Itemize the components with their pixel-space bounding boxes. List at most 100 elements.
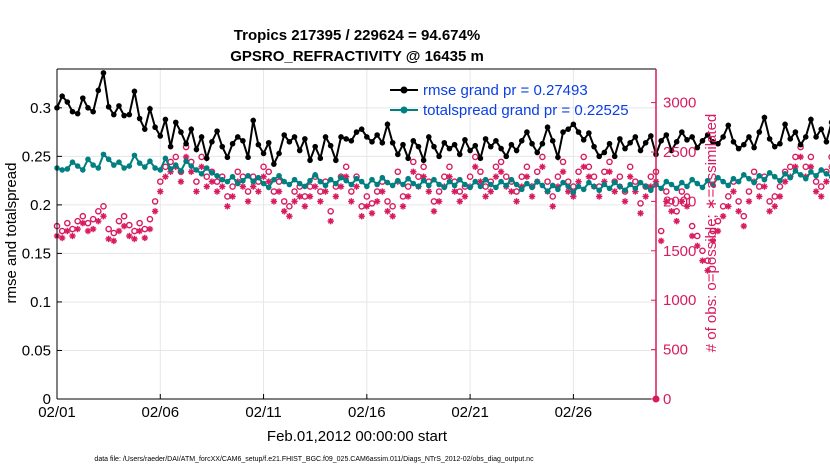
totalspread-point — [364, 183, 370, 190]
obs-assimilated-point — [58, 234, 66, 242]
obs-assimilated-point — [373, 198, 381, 205]
obs-assimilated-point — [198, 163, 205, 171]
obs-assimilated-point — [182, 153, 190, 161]
rmse-point — [255, 141, 262, 148]
totalspread-point — [85, 156, 91, 163]
obs-possible-point — [616, 173, 624, 180]
obs-asterisk-stroke — [322, 188, 329, 195]
rmse-point — [751, 144, 757, 151]
obs-asterisk-stroke — [64, 228, 71, 234]
totalspread-point — [539, 182, 546, 189]
obs-asterisk-stroke — [813, 188, 819, 195]
obs-assimilated-point — [115, 227, 123, 235]
rmse-point — [555, 154, 561, 161]
totalspread-point — [389, 182, 396, 189]
totalspread-point — [322, 182, 329, 189]
rmse-point — [508, 141, 515, 148]
obs-assimilated-point — [492, 173, 500, 180]
rmse-point — [162, 116, 169, 123]
totalspread-point — [756, 172, 763, 179]
obs-assimilated-point — [781, 178, 789, 185]
obs-assimilated-point — [131, 235, 138, 243]
obs-asterisk-stroke — [389, 213, 396, 219]
totalspread-point — [766, 170, 773, 176]
obs-assimilated-point — [657, 237, 665, 245]
obs-assimilated-point — [497, 168, 505, 175]
rmse-point — [617, 136, 623, 142]
obs-possible-point — [125, 221, 133, 229]
legend-spread-label: totalspread grand pr = 0.22525 — [423, 102, 629, 119]
obs-possible-point — [156, 178, 164, 185]
rmse-point — [240, 138, 246, 144]
totalspread-point — [513, 181, 520, 188]
totalspread-point — [560, 179, 566, 186]
obs-asterisk-stroke — [410, 169, 417, 175]
obs-assimilated-point — [663, 198, 670, 205]
rmse-point — [658, 138, 664, 144]
obs-assimilated-point — [255, 188, 262, 195]
obs-asterisk-stroke — [766, 208, 773, 215]
rmse-point — [730, 138, 737, 145]
x-tick-label: 02/11 — [245, 404, 281, 421]
totalspread-point — [425, 182, 432, 189]
totalspread-point — [632, 185, 639, 192]
totalspread-point — [694, 180, 701, 187]
obs-assimilated-point — [668, 208, 675, 215]
totalspread-line — [56, 152, 830, 194]
rmse-point — [327, 142, 334, 149]
obs-asterisk-stroke — [245, 198, 251, 205]
rmse-point — [694, 144, 701, 151]
totalspread-point — [787, 174, 794, 181]
totalspread-point — [152, 165, 158, 171]
obs-possible-point — [750, 168, 758, 176]
totalspread-point — [105, 156, 112, 163]
obs-possible-point — [745, 188, 753, 195]
obs-asterisk-stroke — [586, 173, 592, 180]
rmse-point — [250, 117, 257, 124]
totalspread-point — [808, 169, 814, 175]
rmse-point — [446, 145, 453, 152]
rmse-point — [689, 134, 695, 140]
rmse-point — [792, 129, 799, 135]
obs-asterisk-stroke — [178, 178, 184, 185]
obs-asterisk-stroke — [436, 198, 442, 205]
totalspread-point — [813, 172, 819, 179]
obs-possible-point — [100, 203, 107, 210]
obs-possible-point — [497, 158, 505, 166]
obs-asterisk-stroke — [255, 188, 262, 195]
obs-possible-point — [368, 200, 376, 207]
totalspread-point — [80, 167, 86, 173]
obs-assimilated-point — [683, 203, 691, 210]
obs-asterisk-stroke — [209, 178, 215, 185]
obs-asterisk-stroke — [606, 169, 613, 175]
totalspread-point — [348, 181, 355, 188]
rmse-point — [787, 136, 794, 142]
totalspread-point — [234, 180, 241, 187]
rmse-point — [493, 138, 499, 144]
obs-possible-point — [280, 198, 288, 205]
obs-assimilated-point — [487, 188, 494, 195]
obs-possible-point — [193, 178, 200, 185]
totalspread-point — [141, 164, 148, 170]
totalspread-point — [291, 176, 298, 183]
rmse-point — [198, 134, 205, 140]
rmse-point — [395, 151, 401, 158]
totalspread-point — [611, 179, 618, 186]
obs-assimilated-point — [322, 188, 329, 195]
obs-asterisk-stroke — [131, 236, 138, 242]
totalspread-point — [74, 163, 81, 169]
obs-asterisk-stroke — [720, 213, 726, 219]
obs-asterisk-stroke — [637, 210, 644, 216]
obs-asterisk-stroke — [126, 233, 133, 239]
obs-possible-point — [477, 168, 484, 176]
obs-asterisk-stroke — [405, 193, 411, 200]
obs-assimilated-point — [626, 173, 634, 180]
rmse-point — [296, 147, 303, 154]
rmse-point — [322, 134, 329, 140]
rmse-point — [570, 121, 577, 128]
totalspread-point — [751, 179, 757, 186]
totalspread-point — [286, 181, 293, 188]
obs-asterisk-stroke — [369, 210, 375, 216]
obs-asterisk-stroke — [307, 193, 313, 200]
obs-assimilated-point — [79, 219, 87, 227]
